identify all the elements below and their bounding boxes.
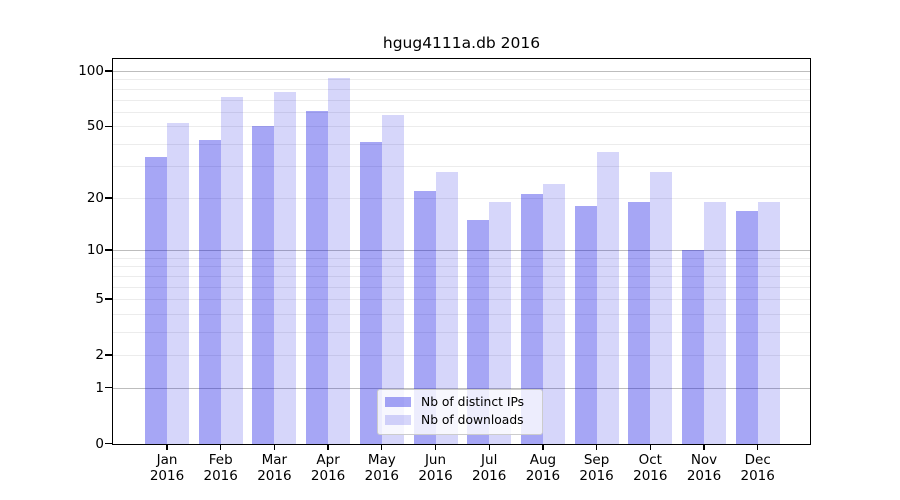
- gridline-minor-70: [113, 99, 810, 101]
- bar-distinct-ips-oct: [628, 202, 651, 444]
- y-tick-0: [104, 443, 112, 445]
- bar-distinct-ips-dec: [735, 210, 758, 444]
- gridline-minor-80: [113, 88, 810, 90]
- bar-downloads-mar: [274, 92, 297, 444]
- x-tick-jul: [488, 444, 490, 450]
- bar-downloads-may: [381, 114, 404, 444]
- bar-distinct-ips-jun: [413, 190, 436, 444]
- gridline-minor-20: [113, 197, 810, 199]
- bar-distinct-ips-jan: [145, 156, 167, 444]
- y-tick-20: [104, 197, 112, 199]
- gridline-major-100: [113, 71, 810, 72]
- bar-downloads-sep: [596, 152, 619, 444]
- bar-downloads-oct: [650, 172, 673, 444]
- y-tick-label-20: 20: [86, 189, 104, 206]
- x-tick-label-feb: Feb 2016: [203, 452, 238, 484]
- y-tick-5: [104, 298, 112, 300]
- legend: Nb of distinct IPs Nb of downloads: [377, 389, 543, 435]
- bar-distinct-ips-sep: [574, 206, 597, 444]
- gridline-minor-4: [113, 313, 810, 315]
- x-tick-aug: [542, 444, 544, 450]
- bar-downloads-dec: [757, 202, 780, 444]
- chart-title: hgug4111a.db 2016: [382, 34, 541, 52]
- bar-distinct-ips-aug: [520, 194, 543, 444]
- legend-swatch-downloads: [385, 415, 411, 425]
- x-tick-feb: [220, 444, 222, 450]
- gridline-minor-8: [113, 266, 810, 268]
- x-tick-label-jul: Jul 2016: [472, 452, 507, 484]
- gridline-major-1: [113, 387, 810, 389]
- y-tick-label-100: 100: [78, 63, 104, 79]
- y-tick-label-5: 5: [95, 291, 104, 308]
- x-tick-label-nov: Nov 2016: [686, 452, 722, 484]
- legend-entry-downloads: Nb of downloads: [385, 411, 538, 429]
- bar-downloads-apr: [328, 77, 351, 444]
- x-tick-label-jun: Jun 2016: [418, 452, 453, 484]
- x-tick-label-aug: Aug 2016: [525, 452, 561, 484]
- x-tick-label-oct: Oct 2016: [633, 452, 668, 484]
- x-tick-label-jan: Jan 2016: [149, 452, 185, 484]
- x-tick-label-mar: Mar 2016: [257, 452, 292, 484]
- y-tick-2: [104, 354, 112, 356]
- y-tick-100: [104, 70, 112, 72]
- gridline-minor-60: [113, 111, 810, 113]
- gridline-minor-5: [113, 299, 810, 301]
- legend-label-downloads: Nb of downloads: [421, 413, 524, 427]
- gridline-minor-30: [113, 166, 810, 168]
- bar-distinct-ips-nov: [682, 250, 704, 444]
- y-tick-50: [104, 125, 112, 127]
- bar-downloads-jan: [167, 123, 189, 444]
- gridline-minor-50: [113, 126, 810, 128]
- gridline-minor-2: [113, 355, 810, 357]
- y-tick-label-1: 1: [95, 379, 104, 396]
- gridline-minor-7: [113, 275, 810, 277]
- gridline-minor-40: [113, 143, 810, 145]
- bar-downloads-nov: [704, 202, 726, 444]
- x-tick-apr: [327, 444, 329, 450]
- bar-downloads-feb: [220, 97, 243, 444]
- y-tick-10: [104, 249, 112, 251]
- y-tick-label-0: 0: [95, 435, 104, 452]
- x-tick-may: [381, 444, 383, 450]
- x-tick-oct: [649, 444, 651, 450]
- gridline-major-10: [113, 250, 810, 252]
- y-tick-label-50: 50: [86, 118, 104, 135]
- plot-area: Nb of distinct IPs Nb of downloads 0 1 2 5 1…: [78, 58, 811, 483]
- gridline-minor-9: [113, 257, 810, 259]
- x-tick-label-may: May 2016: [364, 452, 399, 484]
- gridline-minor-90: [113, 79, 810, 81]
- y-tick-1: [104, 387, 112, 389]
- bar-distinct-ips-may: [359, 142, 382, 444]
- bar-downloads-aug: [542, 184, 565, 444]
- x-tick-dec: [757, 444, 759, 450]
- bar-distinct-ips-jul: [467, 220, 490, 444]
- legend-swatch-distinct-ips: [385, 397, 411, 407]
- legend-label-distinct-ips: Nb of distinct IPs: [421, 395, 525, 409]
- bar-distinct-ips-feb: [198, 140, 221, 444]
- legend-entry-distinct-ips: Nb of distinct IPs: [385, 393, 538, 411]
- x-tick-jan: [166, 444, 168, 450]
- x-tick-label-sep: Sep 2016: [579, 452, 614, 484]
- bar-distinct-ips-mar: [252, 126, 275, 444]
- bar-distinct-ips-apr: [306, 110, 329, 444]
- gridline-minor-3: [113, 331, 810, 333]
- x-tick-label-dec: Dec 2016: [740, 452, 775, 484]
- x-tick-sep: [595, 444, 598, 450]
- y-tick-label-10: 10: [86, 242, 104, 259]
- gridline-minor-6: [113, 286, 810, 288]
- bar-downloads-jun: [435, 172, 458, 444]
- x-tick-mar: [273, 444, 276, 450]
- y-tick-label-2: 2: [95, 347, 104, 364]
- x-tick-label-apr: Apr 2016: [310, 452, 346, 484]
- bar-downloads-jul: [489, 202, 512, 444]
- x-tick-jun: [434, 444, 437, 450]
- x-tick-nov: [703, 444, 705, 450]
